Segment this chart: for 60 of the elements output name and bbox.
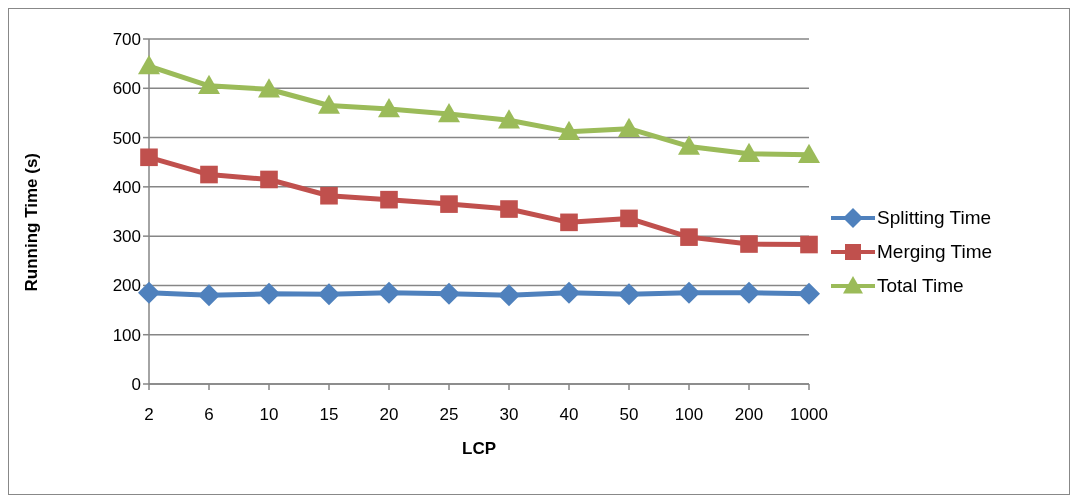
y-tick-label: 300 [112,227,141,247]
y-tick-label: 100 [112,325,141,345]
x-tick-label: 20 [379,405,399,425]
y-tick-label: 400 [112,177,141,197]
point [198,284,220,307]
point [378,281,400,304]
x-tick-label: 25 [439,405,459,425]
point [738,142,760,163]
point [798,282,820,305]
point [558,120,580,140]
x-tick-label: 2 [144,405,154,425]
point [320,186,338,205]
point [560,213,578,232]
point [798,143,820,164]
y-axis-title: Running Time (s) [22,152,42,292]
point [200,165,218,184]
point [378,97,400,118]
point [138,55,160,75]
x-tick-label: 30 [499,405,519,425]
x-tick-label: 200 [734,405,764,425]
point [380,190,398,209]
point [498,109,520,129]
point [440,195,458,213]
point [258,282,280,305]
point [438,102,460,123]
point [618,283,640,306]
point [318,283,340,306]
x-tick-label: 15 [319,405,339,425]
x-tick-label: 6 [204,405,214,425]
x-tick-label: 10 [259,405,279,425]
legend-label: Splitting Time [877,206,992,229]
legend-label: Total Time [877,274,964,297]
y-tick-label: 200 [112,276,141,296]
point [800,235,818,254]
point [558,281,580,304]
y-tick-label: 600 [112,79,141,99]
point [678,281,700,304]
y-tick-label: 500 [112,128,141,148]
point [620,209,638,228]
point [500,200,518,218]
point [738,281,760,304]
x-tick-label: 40 [559,405,579,425]
y-tick-label: 700 [112,30,141,50]
point [140,148,158,167]
point [318,94,340,114]
x-axis-title: LCP [462,439,496,458]
x-tick-label: 50 [619,405,639,425]
point [438,282,460,305]
point [678,135,700,155]
point [740,235,758,253]
x-tick-label: 100 [674,405,704,425]
point [260,170,278,189]
point [618,117,640,137]
y-tick-label: 0 [131,375,141,395]
legend-label: Merging Time [877,240,993,263]
point [258,78,280,98]
x-tick-label: 1000 [790,405,828,425]
point [680,228,698,246]
point [198,74,220,95]
point [498,284,520,307]
